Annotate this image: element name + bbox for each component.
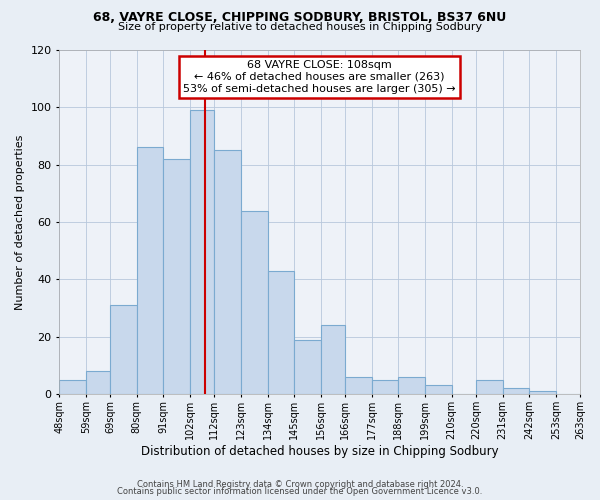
Text: Contains public sector information licensed under the Open Government Licence v3: Contains public sector information licen… <box>118 487 482 496</box>
Bar <box>59 380 86 394</box>
Bar <box>372 380 398 394</box>
Bar <box>321 325 345 394</box>
Bar <box>268 270 294 394</box>
Text: Size of property relative to detached houses in Chipping Sodbury: Size of property relative to detached ho… <box>118 22 482 32</box>
Y-axis label: Number of detached properties: Number of detached properties <box>15 134 25 310</box>
Bar <box>190 110 214 394</box>
X-axis label: Distribution of detached houses by size in Chipping Sodbury: Distribution of detached houses by size … <box>141 444 499 458</box>
Bar <box>476 380 503 394</box>
Bar <box>241 210 268 394</box>
Bar <box>214 150 241 394</box>
Bar <box>137 148 163 394</box>
Text: 68 VAYRE CLOSE: 108sqm
← 46% of detached houses are smaller (263)
53% of semi-de: 68 VAYRE CLOSE: 108sqm ← 46% of detached… <box>184 60 456 94</box>
Text: Contains HM Land Registry data © Crown copyright and database right 2024.: Contains HM Land Registry data © Crown c… <box>137 480 463 489</box>
Bar <box>294 340 321 394</box>
Bar <box>345 377 372 394</box>
Bar <box>529 391 556 394</box>
Bar <box>110 305 137 394</box>
Bar <box>425 386 452 394</box>
Bar <box>398 377 425 394</box>
Text: 68, VAYRE CLOSE, CHIPPING SODBURY, BRISTOL, BS37 6NU: 68, VAYRE CLOSE, CHIPPING SODBURY, BRIST… <box>94 11 506 24</box>
Bar <box>503 388 529 394</box>
Bar <box>163 159 190 394</box>
Bar <box>86 371 110 394</box>
